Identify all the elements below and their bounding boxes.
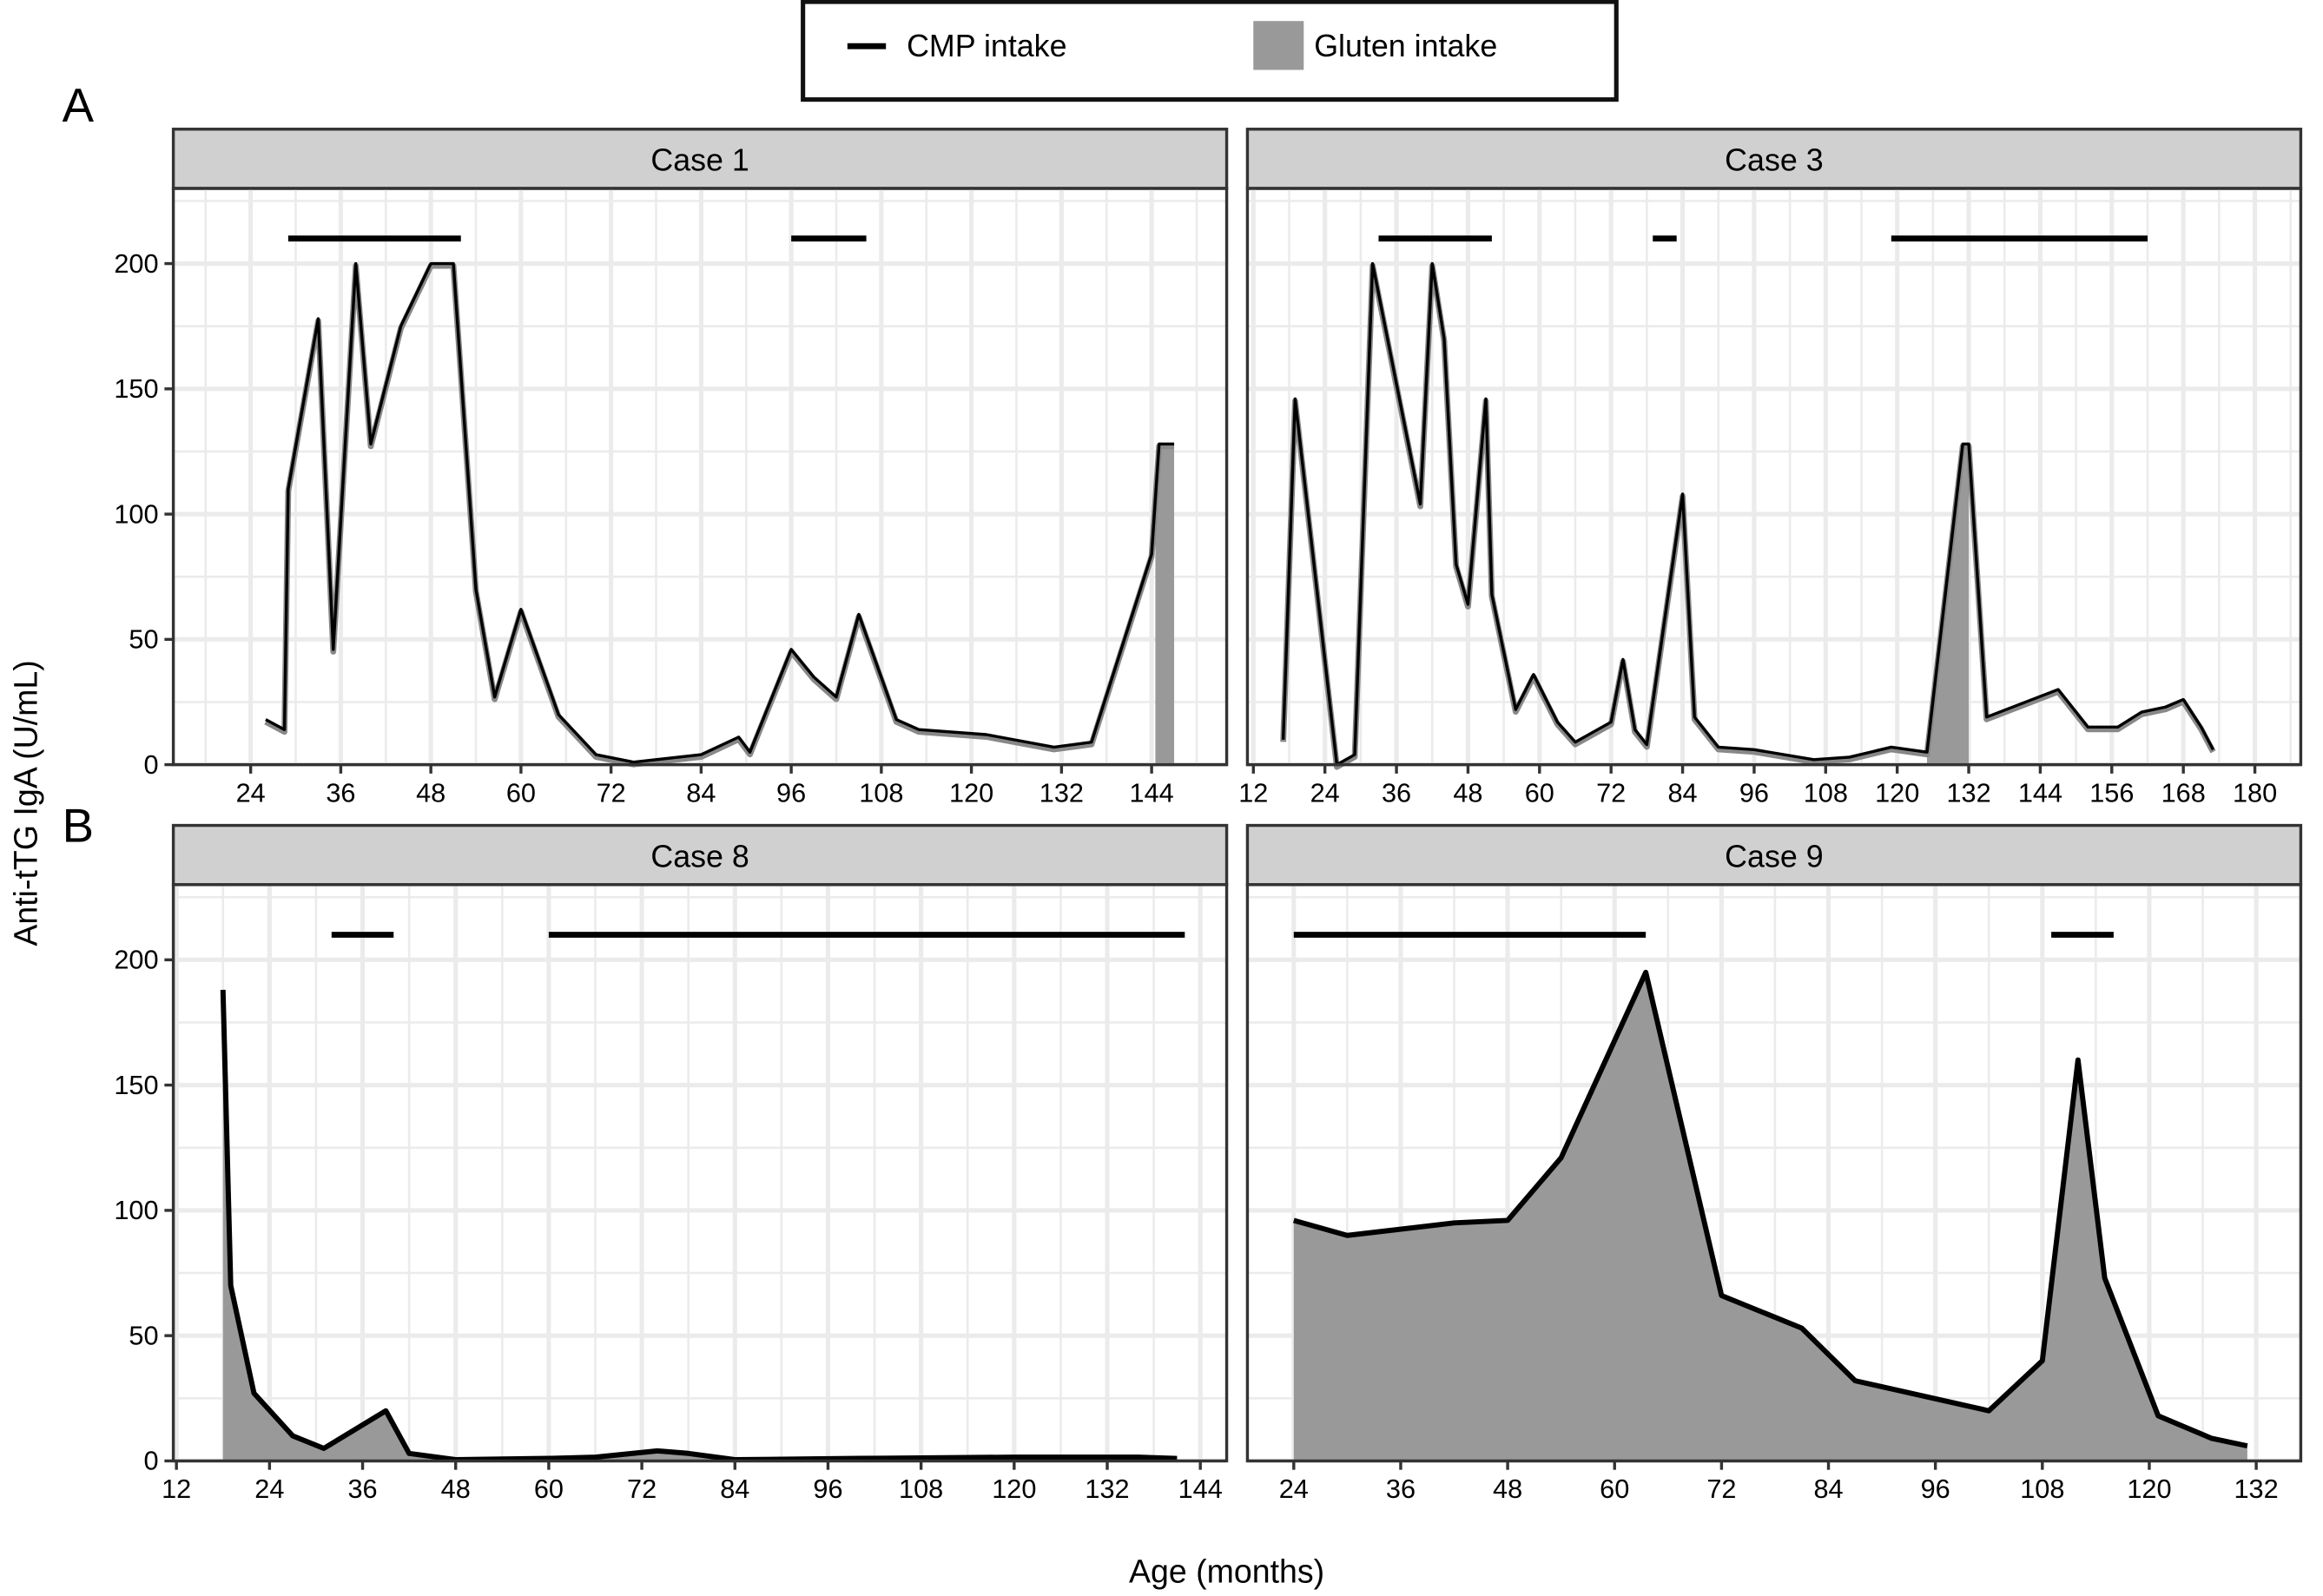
gridlines bbox=[173, 188, 1227, 768]
facet-strip bbox=[171, 128, 1229, 190]
x-tick-label: 48 bbox=[441, 1474, 471, 1504]
y-tick-label: 100 bbox=[114, 1195, 158, 1225]
x-tick-label: 108 bbox=[859, 777, 903, 808]
y-tick-label: 100 bbox=[114, 498, 158, 529]
gluten-intake-area bbox=[1155, 444, 1175, 765]
facet-title: Case 9 bbox=[1725, 839, 1823, 874]
x-tick-label: 120 bbox=[1875, 777, 1919, 808]
facet-strip bbox=[1245, 823, 2303, 887]
x-tick-label: 60 bbox=[534, 1474, 564, 1504]
legend-box bbox=[801, 0, 1619, 102]
panel-label-b: B bbox=[63, 799, 94, 852]
panel-case-3: Case 3 12 24 36 48 60 72 84 96 108 120 132 144 156 168… bbox=[1238, 128, 2303, 808]
x-tick-label: 180 bbox=[2233, 777, 2277, 808]
x-tick-label: 24 bbox=[1279, 1474, 1309, 1504]
x-tick-label: 120 bbox=[992, 1474, 1036, 1504]
y-tick-label: 200 bbox=[114, 248, 158, 279]
x-tick-label: 108 bbox=[2020, 1474, 2064, 1504]
x-tick-label: 120 bbox=[2127, 1474, 2171, 1504]
legend: CMP intake Gluten intake bbox=[801, 0, 1619, 102]
x-tick-label: 24 bbox=[236, 777, 266, 808]
y-tick-label: 150 bbox=[114, 1070, 158, 1100]
panel-case-9: Case 9 24 36 48 60 72 84 96 108 120 132 bbox=[1245, 823, 2303, 1504]
y-axis-label: Anti-tTG IgA (U/mL) bbox=[8, 660, 44, 946]
x-tick-label: 36 bbox=[1386, 1474, 1416, 1504]
x-axis-label: Age (months) bbox=[1129, 1553, 1324, 1589]
panel-border bbox=[171, 883, 1229, 1463]
x-tick-label: 144 bbox=[1178, 1474, 1223, 1504]
panel-border bbox=[1245, 187, 2303, 767]
x-tick-label: 84 bbox=[1667, 777, 1697, 808]
x-tick-label: 60 bbox=[1525, 777, 1554, 808]
x-tick-label: 12 bbox=[162, 1474, 191, 1504]
x-tick-label: 12 bbox=[1238, 777, 1268, 808]
x-tick-label: 108 bbox=[1804, 777, 1848, 808]
panel-case-8: Case 8 12 24 36 48 60 72 84 96 108 120 132 144 0 50 100… bbox=[114, 823, 1229, 1504]
facet-strip bbox=[171, 823, 1229, 887]
series-line bbox=[1281, 261, 2215, 767]
x-tick-label: 96 bbox=[813, 1474, 842, 1504]
x-tick-label: 48 bbox=[416, 777, 445, 808]
x-tick-label: 168 bbox=[2161, 777, 2206, 808]
x-tick-label: 24 bbox=[254, 1474, 284, 1504]
x-tick-label: 60 bbox=[506, 777, 536, 808]
panel-case-1: Case 1 24 36 48 60 72 84 96 108 120 132 144 0 50 100 15… bbox=[114, 128, 1229, 808]
x-tick-label: 48 bbox=[1453, 777, 1482, 808]
x-tick-label: 36 bbox=[1382, 777, 1411, 808]
y-tick-label: 50 bbox=[129, 624, 158, 655]
gridlines bbox=[173, 884, 1227, 1463]
legend-gluten-label: Gluten intake bbox=[1314, 29, 1497, 63]
series-line bbox=[265, 261, 1175, 764]
x-tick-label: 108 bbox=[899, 1474, 943, 1504]
x-tick-label: 84 bbox=[686, 777, 716, 808]
y-tick-label: 200 bbox=[114, 945, 158, 975]
legend-gluten-key bbox=[1253, 21, 1304, 70]
series-line bbox=[1293, 969, 2248, 1449]
x-tick-label: 72 bbox=[597, 777, 626, 808]
facet-title: Case 3 bbox=[1725, 143, 1823, 178]
x-tick-label: 36 bbox=[326, 777, 355, 808]
y-tick-label: 0 bbox=[143, 1446, 158, 1476]
x-tick-label: 96 bbox=[1921, 1474, 1950, 1504]
x-tick-label: 36 bbox=[347, 1474, 377, 1504]
x-tick-label: 48 bbox=[1493, 1474, 1522, 1504]
x-tick-label: 72 bbox=[1596, 777, 1626, 808]
series-line bbox=[220, 989, 1178, 1462]
x-tick-label: 96 bbox=[1739, 777, 1769, 808]
x-tick-label: 156 bbox=[2089, 777, 2134, 808]
x-tick-label: 132 bbox=[2234, 1474, 2278, 1504]
x-tick-label: 24 bbox=[1310, 777, 1340, 808]
facet-title: Case 8 bbox=[650, 839, 749, 874]
y-tick-label: 50 bbox=[129, 1320, 158, 1350]
x-tick-label: 84 bbox=[1813, 1474, 1843, 1504]
y-tick-label: 150 bbox=[114, 373, 158, 404]
x-tick-label: 120 bbox=[949, 777, 993, 808]
y-tick-label: 0 bbox=[143, 749, 158, 780]
facet-strip bbox=[1245, 128, 2303, 190]
x-tick-label: 60 bbox=[1600, 1474, 1629, 1504]
x-tick-label: 96 bbox=[776, 777, 806, 808]
x-tick-label: 72 bbox=[1706, 1474, 1736, 1504]
gluten-intake-area bbox=[1293, 972, 2247, 1461]
x-tick-label: 132 bbox=[1946, 777, 1990, 808]
facet-title: Case 1 bbox=[650, 143, 749, 178]
x-tick-label: 84 bbox=[720, 1474, 749, 1504]
gluten-intake-area bbox=[222, 989, 1178, 1461]
legend-cmp-label: CMP intake bbox=[907, 29, 1066, 63]
x-tick-label: 144 bbox=[2018, 777, 2062, 808]
panel-label-a: A bbox=[63, 79, 95, 132]
x-tick-label: 72 bbox=[627, 1474, 657, 1504]
panel-border bbox=[1245, 883, 2303, 1463]
x-tick-label: 132 bbox=[1085, 1474, 1129, 1504]
x-tick-label: 132 bbox=[1039, 777, 1084, 808]
x-tick-label: 144 bbox=[1130, 777, 1174, 808]
gridlines bbox=[1247, 188, 2301, 768]
